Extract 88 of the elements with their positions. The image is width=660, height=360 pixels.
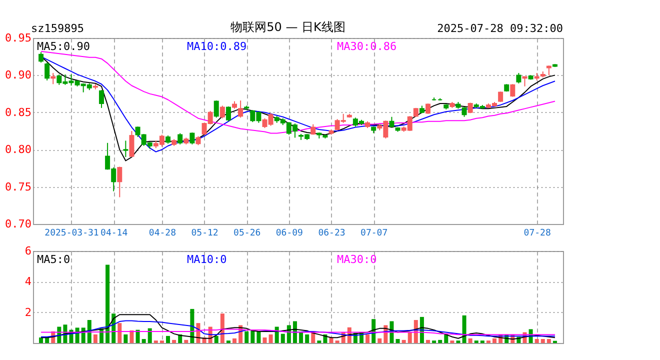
candlestick: [50, 72, 56, 85]
bar: [546, 339, 551, 343]
x-tick-label: 07-07: [360, 228, 388, 238]
x-tick-label: 06-09: [276, 228, 303, 238]
bar: [492, 338, 497, 343]
bar: [408, 332, 412, 343]
y-tick-label: 0.70: [5, 218, 32, 230]
bar: [130, 330, 134, 343]
bar: [256, 331, 261, 343]
text: MA10:0.89: [187, 40, 247, 53]
y-tick-label: 0.75: [5, 180, 32, 194]
bar: [540, 339, 545, 343]
bar: [462, 315, 466, 343]
candlestick: [516, 72, 522, 84]
candlestick: [510, 84, 516, 98]
bar: [402, 340, 406, 343]
bar: [378, 338, 382, 343]
bar: [444, 334, 448, 343]
bar: [172, 340, 176, 343]
bar: [136, 330, 140, 343]
candlestick: [123, 140, 128, 158]
bar: [184, 340, 188, 343]
bar: [214, 336, 218, 343]
bar: [124, 334, 128, 343]
candlestick: [220, 105, 225, 119]
text: MA5:0: [37, 253, 70, 266]
text: MA30:0: [337, 253, 377, 266]
bar: [262, 337, 267, 343]
x-tick-label: 2025-03-31: [44, 228, 99, 238]
y-tick-label: 4: [24, 275, 32, 288]
x-tick-label: 06-23: [318, 228, 346, 238]
bar: [329, 337, 334, 343]
bar: [299, 332, 304, 343]
x-tick-label: 07-28: [524, 228, 551, 238]
candlestick: [546, 65, 552, 76]
x-tick-label: 04-28: [148, 228, 176, 238]
text: MA30:0.86: [337, 40, 397, 53]
line-series: [40, 314, 556, 340]
candlestick: [238, 100, 244, 118]
bar: [280, 334, 285, 343]
bar: [250, 330, 255, 343]
candlestick: [44, 62, 50, 81]
bar: [45, 337, 50, 343]
bar: [232, 338, 237, 343]
y-tick-label: 0.85: [5, 106, 32, 119]
candlestick: [129, 130, 134, 158]
bar: [366, 334, 370, 343]
bar: [220, 314, 224, 343]
y-tick-label: 0.95: [5, 32, 32, 44]
bar: [148, 328, 152, 343]
bar: [39, 337, 44, 343]
bar: [438, 340, 442, 343]
line-series: [40, 50, 556, 134]
text: sz159895: [31, 22, 84, 35]
bar: [268, 334, 273, 343]
chart-title: 物联网50 — 日K线图: [230, 20, 346, 34]
text: 2025-07-28 09:32:00: [437, 22, 563, 35]
candlestick: [389, 116, 394, 128]
y-tick-label: 0.90: [5, 68, 32, 82]
bar: [305, 334, 310, 343]
x-tick-label: 05-12: [191, 228, 218, 238]
series-label: MA5:0.90: [37, 40, 90, 53]
y-tick-label: 6: [24, 244, 32, 258]
y-tick-label: 2: [24, 306, 32, 319]
bar: [106, 264, 110, 343]
bar: [93, 334, 98, 343]
bar: [166, 336, 170, 343]
candlestick: [38, 52, 44, 64]
line-series: [40, 320, 556, 338]
candlestick: [462, 106, 467, 118]
bar: [244, 331, 249, 343]
x-tick-label: 05-26: [234, 228, 261, 238]
bar: [142, 339, 146, 343]
candlestick: [498, 91, 504, 102]
candlestick: [214, 100, 219, 118]
bar: [468, 338, 472, 343]
y-tick-label: 0.80: [5, 143, 32, 156]
text: MA10:0: [187, 253, 227, 266]
x-tick-label: 04-14: [100, 228, 128, 238]
bar: [534, 339, 539, 343]
bar: [426, 340, 430, 343]
bar: [118, 323, 122, 343]
candlestick: [226, 106, 231, 122]
bar: [396, 339, 400, 343]
candlestick: [98, 90, 104, 108]
candlestick: [178, 132, 183, 145]
candlestick: [522, 76, 528, 87]
candlestick: [117, 166, 122, 198]
